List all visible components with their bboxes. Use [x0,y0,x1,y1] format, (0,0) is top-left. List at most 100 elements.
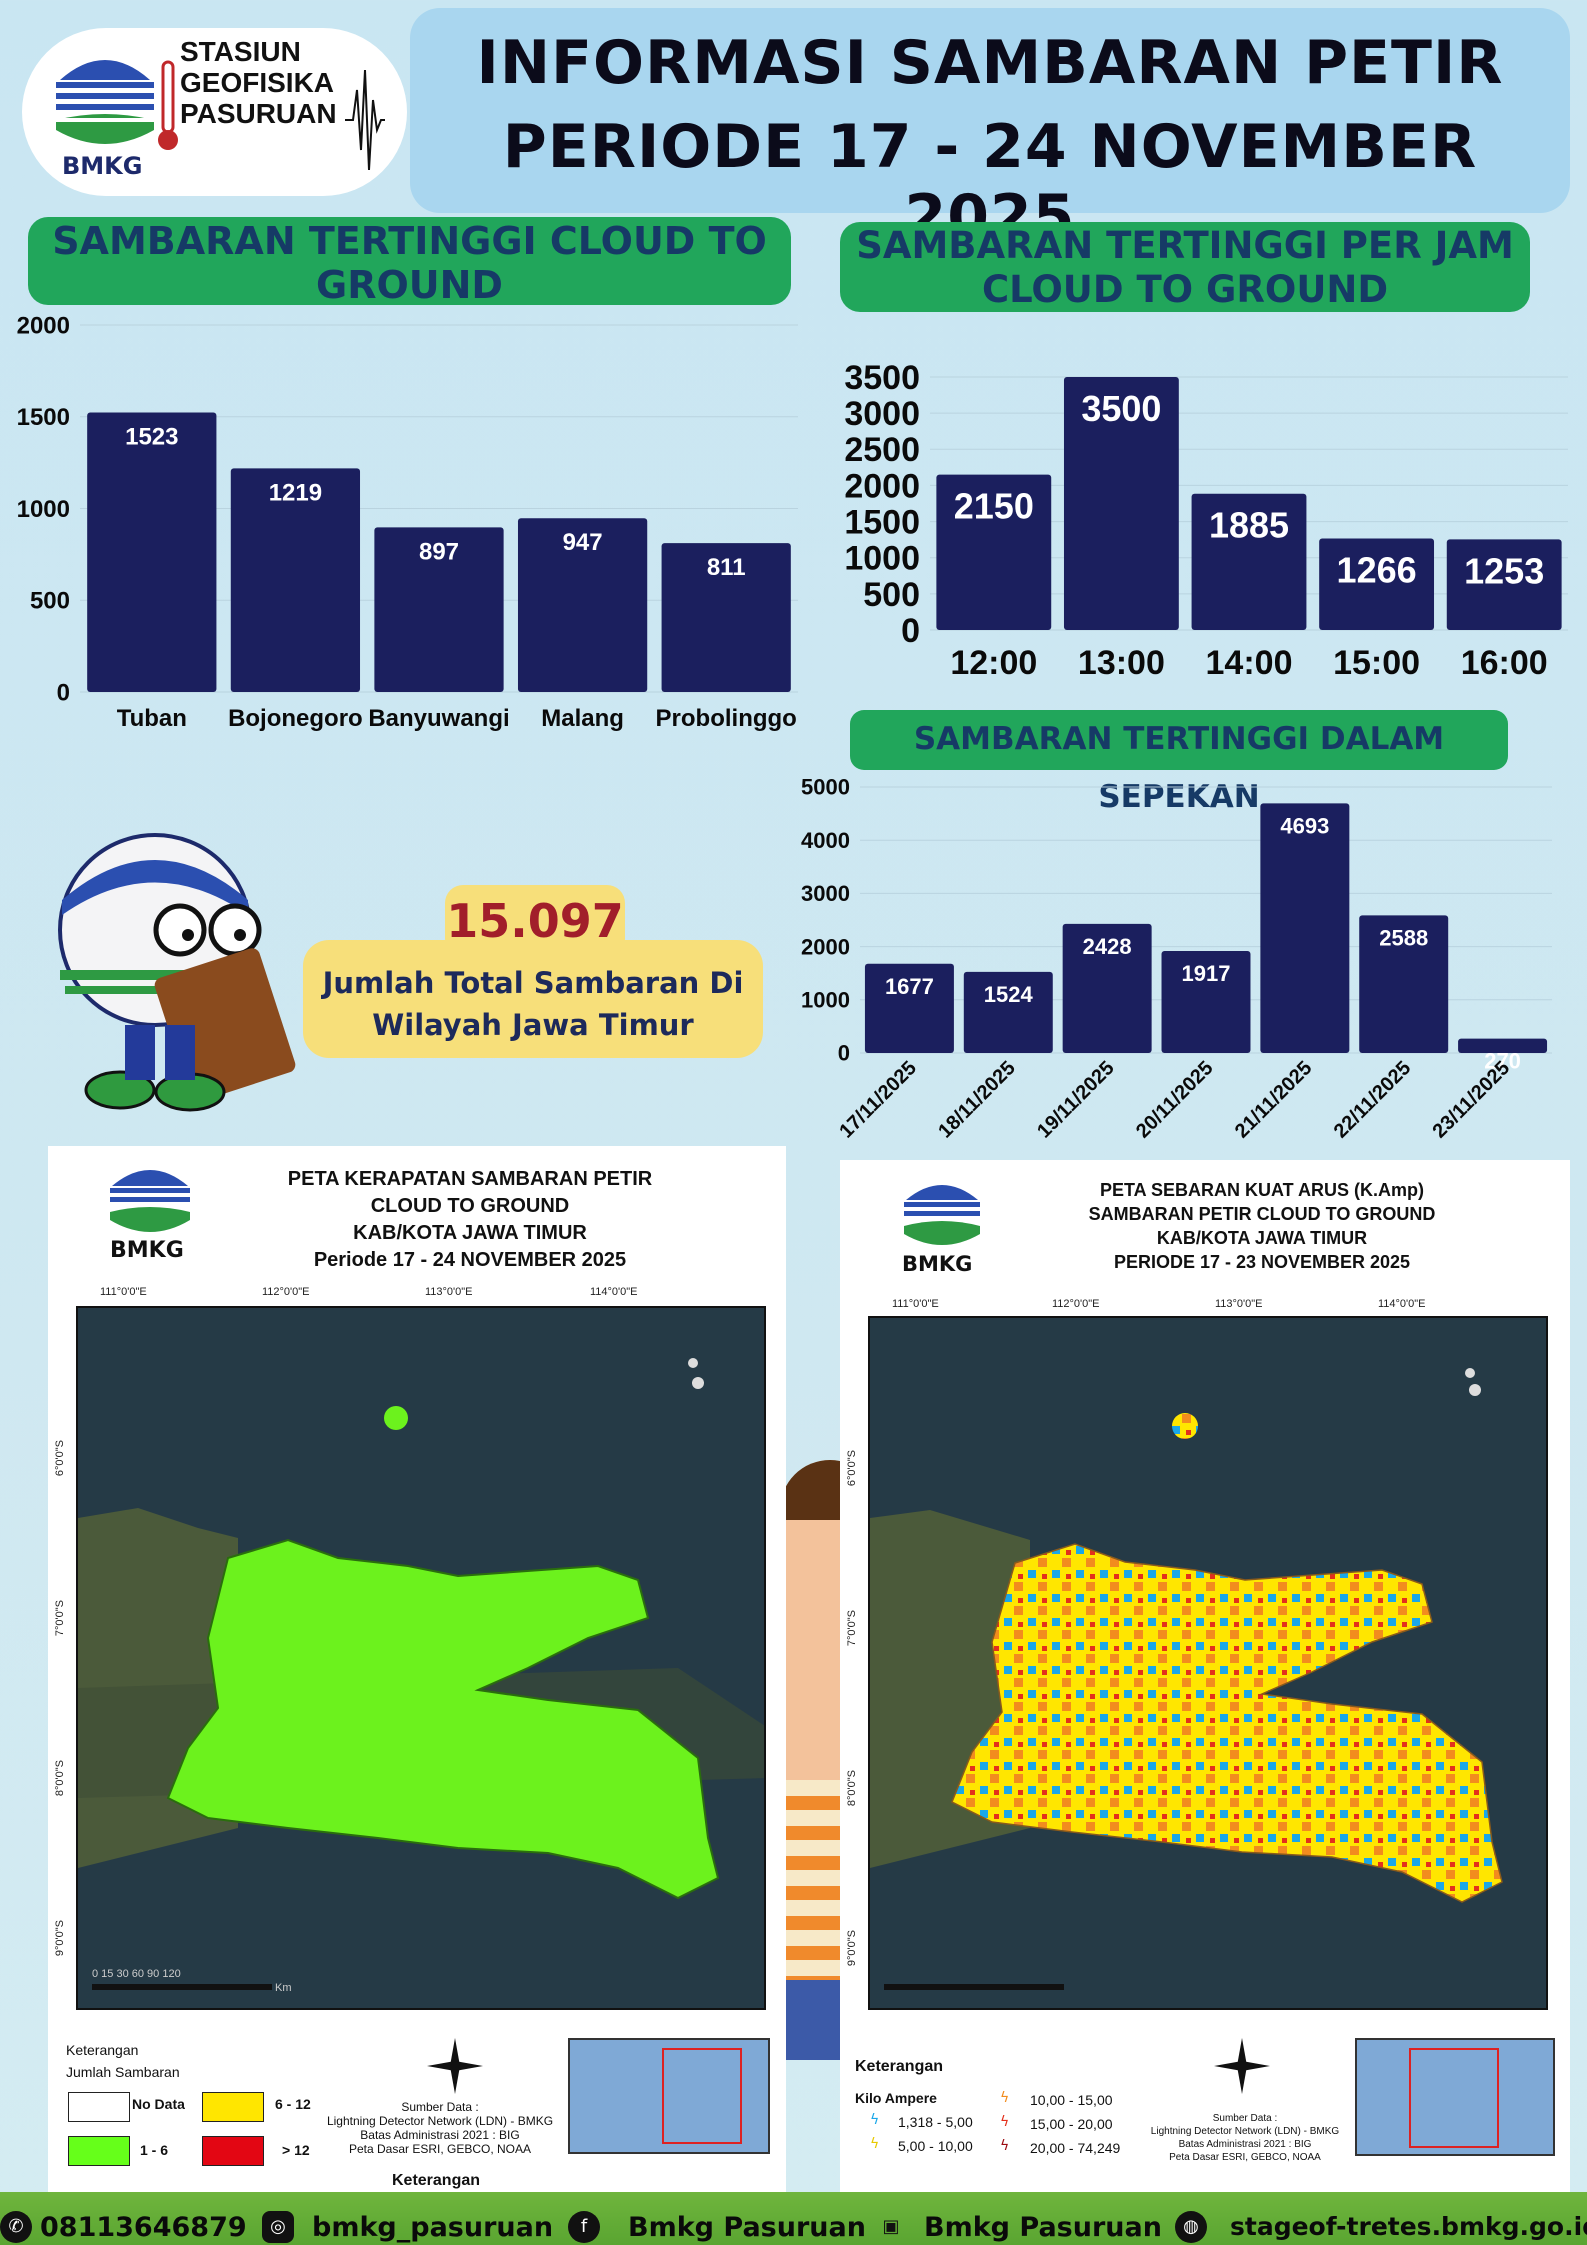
legend-range-3: 10,00 - 15,00 [1030,2092,1113,2108]
legend-range-1: 1,318 - 5,00 [898,2114,973,2130]
map-right-title-line-1: PETA SEBARAN KUAT ARUS (K.Amp) [1100,1180,1424,1200]
footer-instagram[interactable]: bmkg_pasuruan [312,2212,554,2243]
map-left-inset [568,2038,770,2154]
map-left-logo-text: BMKG [110,1238,184,1263]
seismograph-icon [345,69,385,171]
bar-value-label: 1219 [269,479,322,506]
x-tick-label: 17/11/2025 [835,1057,921,1143]
map-right-lon-2: 112°0'0"E [1052,1298,1100,1310]
y-tick-label: 5000 [801,775,850,800]
title-panel: INFORMASI SAMBARAN PETIR PERIODE 17 - 24… [410,8,1570,252]
app-icon: ▣ [882,2216,900,2237]
map-left-lon-3: 113°0'0"E [425,1286,473,1298]
legend-range-5: 20,00 - 74,249 [1030,2140,1121,2156]
bar [661,543,791,692]
bar [1446,539,1562,630]
bar-value-label: 1917 [1182,961,1231,986]
bar-value-label: 2150 [954,486,1034,527]
bar-value-label: 1524 [984,982,1034,1007]
footer-website[interactable]: stageof-tretes.bmkg.go.id [1230,2212,1587,2241]
map-right-lon-3: 113°0'0"E [1215,1298,1263,1310]
bar-value-label: 811 [707,554,746,581]
page-subtitle: PERIODE 17 - 24 NOVEMBER 2025 [502,112,1478,252]
bar [374,527,504,692]
map-left-title-line-4: Periode 17 - 24 NOVEMBER 2025 [313,1249,627,1271]
y-tick-label: 2000 [801,934,850,959]
bar-value-label: 1677 [885,974,934,999]
bar [1161,951,1251,1053]
bar [1458,1038,1548,1053]
total-panel: Jumlah Total Sambaran Di Wilayah Jawa Ti… [303,940,763,1058]
density-map[interactable] [76,1306,766,2010]
map-right-lon-1: 111°0'0"E [892,1298,939,1310]
y-tick-label: 1500 [17,404,70,431]
y-tick-label: 3000 [801,881,850,906]
map-right-source-2: Lightning Detector Network (LDN) - BMKG [1150,2126,1340,2137]
map-right-title-line-2: SAMBARAN PETIR CLOUD TO GROUND [1088,1204,1436,1224]
map-left-source-3: Batas Administrasi 2021 : BIG [360,2128,520,2142]
bar [1359,915,1449,1053]
map-left-legend-title: Keterangan [66,2042,139,2058]
x-tick-label: 12:00 [950,644,1037,682]
y-tick-label: 2500 [844,431,920,469]
y-tick-label: 0 [57,679,70,706]
map-right-lat-2: 7°0'0"S [846,1610,858,1647]
map-left-lon-4: 114°0'0"E [590,1286,638,1298]
footer-other[interactable]: Bmkg Pasuruan [924,2212,1162,2243]
map-left-source-1: Sumber Data : [401,2100,479,2114]
map-right-title-line-4: PERIODE 17 - 23 NOVEMBER 2025 [1113,1252,1411,1272]
x-tick-label: Malang [541,705,624,732]
chart-hourly: 0500100015002000250030003500215012:00350… [844,359,1568,682]
chart3-title-banner: SAMBARAN TERTINGGI DALAM SEPEKAN [850,710,1508,815]
y-tick-label: 500 [863,576,920,614]
legend-label-1-6: 1 - 6 [140,2142,169,2158]
bmkg-logo-icon [56,60,154,144]
instagram-icon: ◎ [262,2211,294,2243]
bar-value-label: 947 [563,529,603,556]
map-right-source-1: Sumber Data : [1212,2113,1278,2124]
map-left-lon-1: 111°0'0"E [100,1286,147,1298]
legend-bolt-3-icon: ϟ [1000,2090,1010,2106]
map-left-title: PETA KERAPATAN SAMBARAN PETIR CLOUD TO G… [220,1166,720,1274]
bar [1260,803,1350,1053]
map-left-title-line-2: CLOUD TO GROUND [370,1195,570,1217]
bar [1191,493,1307,630]
bar [1319,538,1435,630]
y-tick-label: 1500 [844,503,920,541]
chart1-title: SAMBARAN TERTINGGI CLOUD TO GROUND [52,219,767,307]
x-tick-label: Probolinggo [656,705,797,732]
legend-swatch-nodata [68,2092,130,2122]
y-tick-label: 500 [30,588,70,615]
map-right-source: Sumber Data : Lightning Detector Network… [1130,2112,1360,2164]
map-right-title: PETA SEBARAN KUAT ARUS (K.Amp) SAMBARAN … [1012,1178,1512,1274]
legend-bolt-1-icon: ϟ [870,2112,880,2128]
x-tick-label: 21/11/2025 [1231,1057,1317,1143]
y-tick-label: 3500 [844,359,920,397]
north-arrow-icon [427,2038,483,2094]
map-left-lat-4: 9°0'0"S [54,1920,66,1957]
chart2-title: SAMBARAN TERTINGGI PER JAM CLOUD TO GROU… [856,224,1514,311]
total-value: 15.097 [445,885,625,957]
x-tick-label: Banyuwangi [368,705,509,732]
map-right-legend-subtitle: Kilo Ampere [855,2090,937,2106]
chart3-title: SAMBARAN TERTINGGI DALAM SEPEKAN [913,721,1445,815]
x-tick-label: 23/11/2025 [1429,1057,1515,1143]
map-right-lat-3: 8°0'0"S [846,1770,858,1807]
mascot-illustration [58,833,296,1112]
legend-label-nodata: No Data [132,2096,185,2112]
map-left-title-line-1: PETA KERAPATAN SAMBARAN PETIR [287,1168,653,1190]
bar [230,468,361,692]
y-tick-label: 3000 [844,395,920,433]
bar-value-label: 897 [419,538,459,565]
total-label-line-1: Jumlah Total Sambaran Di [322,966,744,1000]
legend-bolt-2-icon: ϟ [870,2136,880,2152]
bar-value-label: 270 [1484,1049,1521,1074]
bar-value-label: 1266 [1337,549,1417,590]
footer-phone[interactable]: 08113646879 [40,2212,247,2243]
current-map[interactable] [868,1316,1548,2010]
footer-facebook[interactable]: Bmkg Pasuruan [628,2212,866,2243]
x-tick-label: 16:00 [1461,644,1548,682]
y-tick-label: 2000 [17,312,70,339]
bar [963,971,1053,1053]
legend-bolt-4-icon: ϟ [1000,2114,1010,2130]
